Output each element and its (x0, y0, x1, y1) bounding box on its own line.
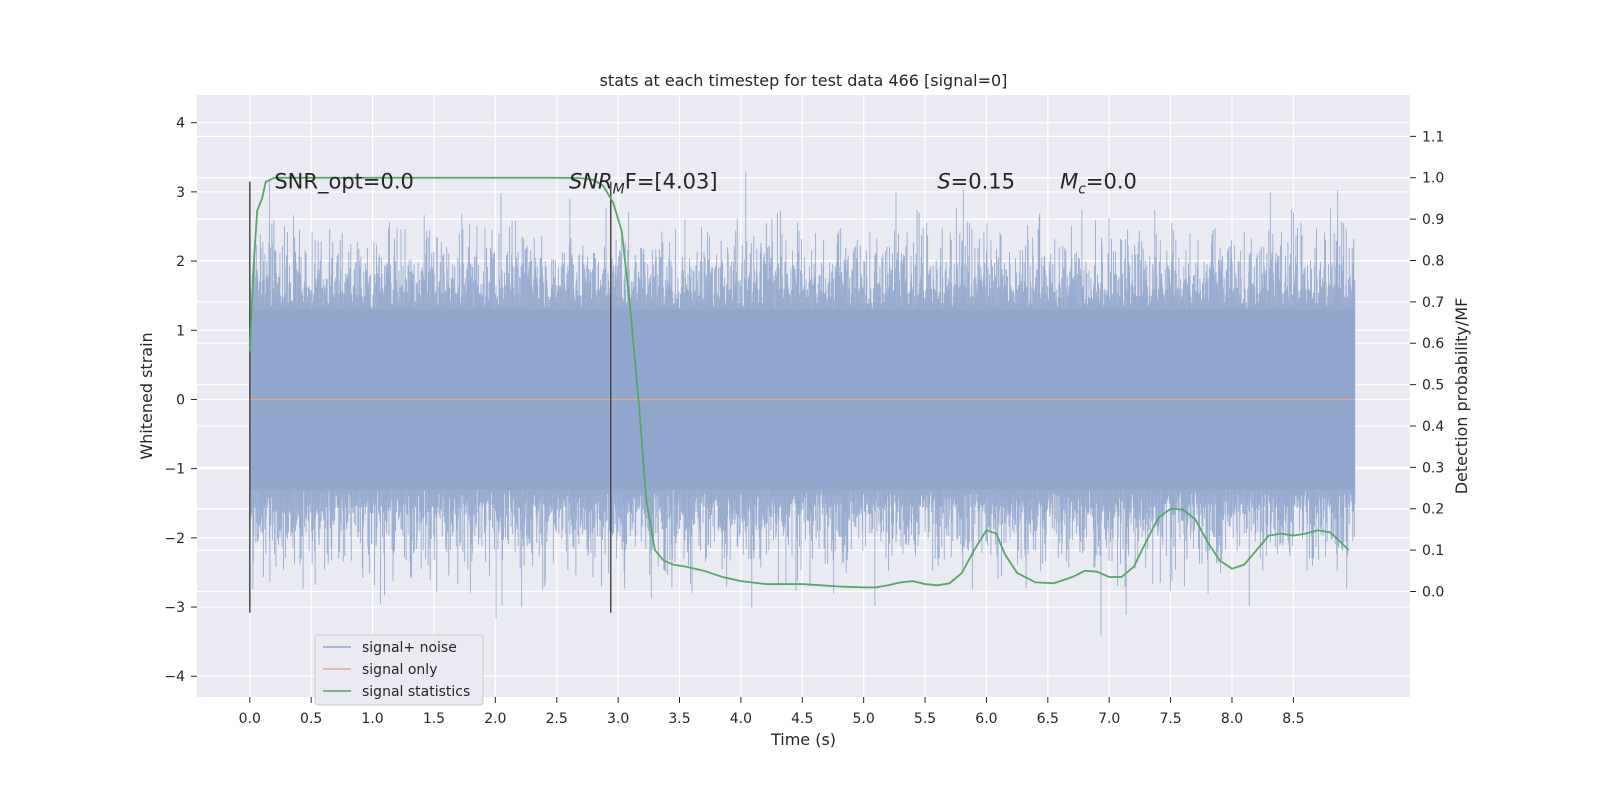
x-tick-label: 0.0 (239, 711, 261, 727)
annotations: SNR_opt=0.0 SNRMF=[4.03] S=0.15 Mc=0.0 (274, 169, 1137, 197)
y-right-tick-label: 0.6 (1422, 336, 1444, 352)
x-tick-label: 3.5 (668, 711, 690, 727)
signal-statistics-line (248, 176, 1350, 589)
y-right-axis-label: Detection probability/MF (1452, 298, 1471, 495)
y-axis-label: Whitened strain (137, 332, 156, 459)
y-tick-label: −1 (164, 462, 185, 478)
y-right-tick-label: 0.2 (1422, 502, 1444, 518)
y-tick-label: 2 (176, 254, 185, 270)
x-tick-label: 1.5 (423, 711, 445, 727)
x-tick-label: 2.5 (546, 711, 568, 727)
legend-box (314, 634, 484, 706)
x-tick-label: 3.0 (607, 711, 629, 727)
x-tick-label: 5.0 (853, 711, 875, 727)
legend-label-signal-noise: signal+ noise (362, 640, 457, 656)
y-right-tick-label: 0.4 (1422, 419, 1444, 435)
x-tick-label: 4.5 (791, 711, 813, 727)
y-right-tick-label: 0.9 (1422, 212, 1444, 228)
y-right-tick-label: 0.8 (1422, 253, 1444, 269)
annotation-s-stat: S=0.15 (937, 169, 1015, 193)
annotation-snr-opt: SNR_opt=0.0 (274, 169, 414, 194)
x-tick-label: 1.0 (361, 711, 383, 727)
y-right-tick-label: 1.0 (1422, 171, 1444, 187)
line-series (248, 176, 1355, 613)
legend: signal+ noise signal only signal statist… (314, 634, 484, 706)
y-tick-label: 1 (176, 323, 185, 339)
y-tick-label: −2 (164, 531, 185, 547)
x-tick-label: 7.0 (1098, 711, 1120, 727)
y-right-tick-label: 0.3 (1422, 460, 1444, 476)
y-tick-label: −4 (164, 669, 185, 685)
x-tick-label: 6.0 (975, 711, 997, 727)
y-tick-label: 4 (176, 116, 185, 132)
x-tick-label: 4.0 (730, 711, 752, 727)
annotation-chirp-mass: Mc=0.0 (1060, 169, 1137, 197)
y-right-tick-label: 1.1 (1422, 129, 1444, 145)
x-axis-label: Time (s) (770, 730, 836, 749)
y-right-tick-label: 0.7 (1422, 295, 1444, 311)
chart-title: stats at each timestep for test data 466… (600, 71, 1008, 90)
x-tick-label: 0.5 (300, 711, 322, 727)
legend-label-signal-statistics: signal statistics (362, 684, 470, 700)
x-tick-label: 8.0 (1221, 711, 1243, 727)
x-tick-label: 2.0 (484, 711, 506, 727)
x-tick-label: 7.5 (1159, 711, 1181, 727)
x-tick-label: 6.5 (1037, 711, 1059, 727)
legend-label-signal-only: signal only (362, 662, 437, 678)
axes-ticks: 0.0 0.5 1.0 1.5 2.0 2.5 3.0 3.5 4.0 4.5 5.0 5.5 6.0 6… (164, 116, 1444, 727)
y-right-tick-label: 0.1 (1422, 543, 1444, 559)
x-tick-label: 5.5 (914, 711, 936, 727)
x-tick-label: 8.5 (1282, 711, 1304, 727)
annotation-snr-mf: SNRMF=[4.03] (569, 169, 718, 197)
y-right-tick-label: 0.0 (1422, 584, 1444, 600)
y-tick-label: 3 (176, 185, 185, 201)
y-tick-label: −3 (164, 600, 185, 616)
y-tick-label: 0 (176, 392, 185, 408)
y-right-tick-label: 0.5 (1422, 378, 1444, 394)
